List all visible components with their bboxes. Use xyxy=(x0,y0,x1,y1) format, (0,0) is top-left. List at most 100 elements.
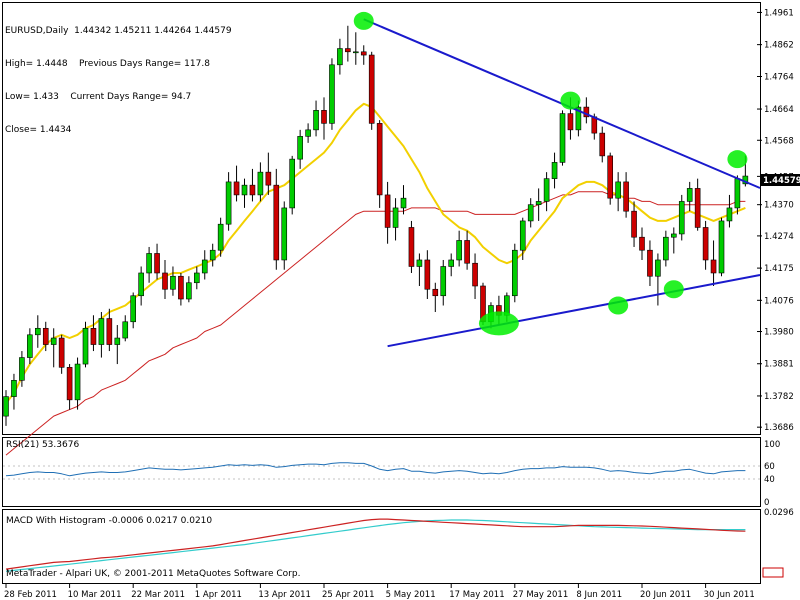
rsi-panel-frame xyxy=(2,437,761,507)
bullish-candle xyxy=(678,201,685,235)
date-tick-label: 1 Apr 2011 xyxy=(195,590,242,600)
rsi-title: RSI(21) 53.3676 xyxy=(6,440,80,450)
bearish-candle xyxy=(106,318,113,345)
bullish-candle xyxy=(440,266,447,297)
bullish-candle xyxy=(670,233,677,238)
bullish-candle xyxy=(257,171,264,196)
bullish-candle xyxy=(655,259,661,277)
bearish-candle xyxy=(631,210,637,238)
bullish-candle xyxy=(130,295,136,323)
bullish-candle xyxy=(146,253,152,274)
macd-tick-label: 0.0296 xyxy=(764,508,794,518)
support-trendline xyxy=(387,273,761,348)
rsi-tick-label: 60 xyxy=(764,462,775,472)
bullish-candle xyxy=(448,259,455,267)
date-tick-label: 8 Jun 2011 xyxy=(576,590,622,600)
rsi-tick-label: 40 xyxy=(764,475,775,485)
macd-series xyxy=(5,518,746,572)
bearish-candle xyxy=(647,249,653,277)
macd-panel-frame xyxy=(2,509,761,584)
bullish-candle xyxy=(241,184,248,196)
fast-moving-average-line xyxy=(5,102,746,404)
moving-averages xyxy=(5,102,746,456)
bullish-candle xyxy=(74,363,81,401)
price-tick-label: 1.4175 xyxy=(764,264,794,274)
bullish-candle xyxy=(11,380,17,397)
bullish-candle xyxy=(170,275,176,290)
macd-signal-line xyxy=(5,519,746,572)
rsi-tick-label: 100 xyxy=(764,440,780,450)
bullish-candle xyxy=(27,334,33,358)
bearish-candle xyxy=(66,367,73,401)
bullish-candle xyxy=(34,327,41,336)
bearish-candle xyxy=(424,259,431,290)
macd-title: MACD With Histogram -0.0006 0.0217 0.021… xyxy=(6,516,213,526)
bullish-candle xyxy=(313,110,319,131)
bullish-candle xyxy=(615,181,621,199)
footer-copyright: MetaTrader - Alpari UK, © 2001-2011 Meta… xyxy=(6,569,301,579)
bearish-candle xyxy=(42,327,49,345)
bullish-candle xyxy=(329,64,335,124)
bearish-candle xyxy=(432,288,439,297)
bearish-candle xyxy=(694,188,701,228)
date-tick-label: 27 May 2011 xyxy=(513,590,568,600)
bullish-candle xyxy=(663,236,669,261)
bullish-candle xyxy=(392,207,399,228)
bearish-candle xyxy=(408,227,415,267)
price-tick-label: 1.3980 xyxy=(764,328,794,338)
date-tick-label: 28 Feb 2011 xyxy=(4,590,57,600)
highlight-ellipse xyxy=(478,311,519,336)
date-axis: 28 Feb 2011 10 Mar 2011 22 Mar 2011 1 Apr 2… xyxy=(4,584,755,600)
current-price-tag xyxy=(761,174,800,186)
highlight-ellipse xyxy=(560,91,581,110)
bearish-candle xyxy=(464,240,470,264)
bullish-candle xyxy=(225,181,232,225)
rsi-line xyxy=(5,462,746,477)
price-tick-label: 1.4076 xyxy=(764,296,794,306)
price-tick-label: 1.4862 xyxy=(764,41,794,51)
price-tick-label: 1.4764 xyxy=(764,73,794,83)
price-tick-label: 1.3782 xyxy=(764,392,794,402)
price-tick-label: 1.4664 xyxy=(764,105,794,115)
bullish-candle xyxy=(543,178,550,202)
bullish-candle xyxy=(519,220,526,251)
bullish-candle xyxy=(575,106,582,131)
bullish-candle xyxy=(718,220,725,274)
bearish-candle xyxy=(472,262,478,287)
bearish-candle xyxy=(702,227,709,261)
bearish-candle xyxy=(599,132,606,157)
bullish-candle xyxy=(551,162,558,179)
bearish-candle xyxy=(162,272,168,290)
bearish-candle xyxy=(58,337,65,368)
bearish-candle xyxy=(265,171,272,186)
bearish-candle xyxy=(233,181,240,196)
bullish-candle xyxy=(98,318,105,345)
bullish-candle xyxy=(511,249,518,297)
bullish-candle xyxy=(456,240,462,261)
bullish-candle xyxy=(19,357,25,381)
price-tick-label: 1.3881 xyxy=(764,360,794,370)
bullish-candle xyxy=(217,223,224,251)
bearish-candle xyxy=(178,275,184,300)
price-tick-label: 1.4370 xyxy=(764,201,794,211)
date-tick-label: 17 May 2011 xyxy=(449,590,504,600)
highlight-ellipse xyxy=(727,150,748,169)
bearish-candle xyxy=(321,110,327,124)
bullish-candle xyxy=(289,158,296,209)
bullish-candle xyxy=(527,204,534,222)
bullish-candle xyxy=(50,337,57,345)
date-tick-label: 10 Mar 2011 xyxy=(68,590,122,600)
bullish-candle xyxy=(186,282,192,300)
bearish-candle xyxy=(376,123,383,196)
close-line: Close= 1.4434 xyxy=(5,125,72,135)
bullish-candle xyxy=(82,327,89,365)
price-axis: 1.49611.48621.47641.46641.45681.44571.43… xyxy=(757,8,794,580)
bullish-candle xyxy=(201,259,208,274)
price-tick-label: 1.4961 xyxy=(764,8,794,18)
bearish-candle xyxy=(384,194,391,228)
highlight-ellipse xyxy=(663,280,684,299)
price-panel-frame xyxy=(2,2,761,435)
low-line: Low= 1.433 Current Days Range= 94.7 xyxy=(5,92,192,102)
bullish-candle xyxy=(209,249,216,261)
bearish-candle xyxy=(591,116,598,134)
